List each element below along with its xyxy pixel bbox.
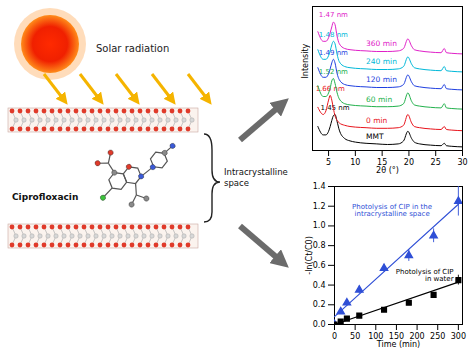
svg-text:300: 300	[451, 332, 466, 341]
svg-text:0.8: 0.8	[313, 241, 326, 250]
svg-text:150: 150	[388, 332, 405, 342]
svg-text:0.2: 0.2	[313, 300, 326, 309]
svg-text:15: 15	[377, 158, 388, 168]
svg-text:1.66 nm: 1.66 nm	[315, 84, 345, 93]
svg-text:Intensity: Intensity	[301, 43, 310, 78]
svg-text:1.47 nm: 1.47 nm	[319, 11, 348, 19]
svg-text:200: 200	[409, 332, 425, 342]
svg-text:20: 20	[404, 158, 414, 167]
svg-text:0 min: 0 min	[366, 116, 388, 125]
svg-text:25: 25	[431, 158, 441, 167]
svg-text:0.0: 0.0	[313, 320, 326, 329]
svg-text:10: 10	[350, 158, 360, 167]
svg-text:1.52 nm: 1.52 nm	[319, 68, 348, 76]
svg-text:1.4: 1.4	[313, 182, 326, 191]
svg-text:MMT: MMT	[366, 132, 384, 141]
svg-text:60 min: 60 min	[366, 95, 392, 104]
svg-text:0.4: 0.4	[313, 281, 326, 290]
svg-text:1.49 nm: 1.49 nm	[319, 49, 348, 57]
svg-text:Photolysis of CIP in theintrac: Photolysis of CIP in theintracrystalline…	[352, 203, 432, 218]
svg-text:Photolysis of CIPin water: Photolysis of CIPin water	[396, 268, 454, 283]
svg-text:1.48 nm: 1.48 nm	[319, 31, 348, 39]
svg-text:Solar radiation: Solar radiation	[96, 43, 169, 54]
svg-text:360 min: 360 min	[366, 39, 397, 48]
svg-text:250: 250	[430, 332, 445, 341]
svg-text:0: 0	[332, 332, 337, 341]
svg-text:120 min: 120 min	[366, 75, 397, 84]
svg-text:1.45 nm: 1.45 nm	[320, 104, 349, 112]
svg-text:5: 5	[326, 158, 331, 167]
svg-text:50: 50	[350, 332, 360, 341]
svg-text:240 min: 240 min	[366, 57, 397, 66]
svg-text:100: 100	[368, 332, 384, 342]
svg-text:Time (min): Time (min)	[376, 340, 420, 349]
svg-text:1.2: 1.2	[313, 202, 326, 211]
svg-text:-ln(Ct/C0): -ln(Ct/C0)	[305, 236, 314, 275]
svg-text:Ciprofloxacin: Ciprofloxacin	[12, 192, 78, 202]
svg-text:Intracrystallinespace: Intracrystallinespace	[224, 167, 288, 188]
svg-text:0.6: 0.6	[313, 261, 326, 270]
svg-text:30: 30	[457, 158, 467, 167]
svg-text:2θ (°): 2θ (°)	[376, 166, 399, 175]
svg-text:1.0: 1.0	[313, 221, 326, 230]
